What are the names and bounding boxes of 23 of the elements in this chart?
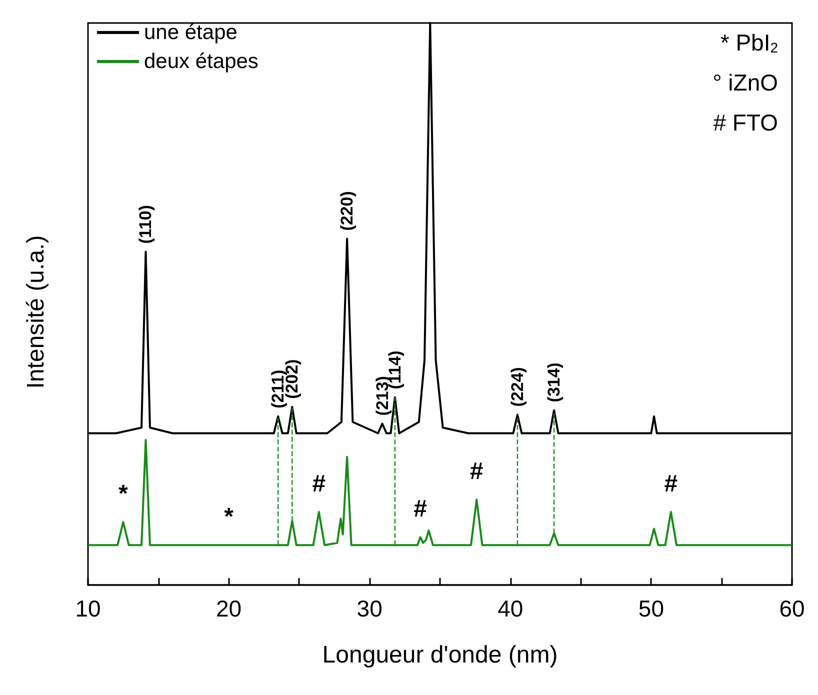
annotation: ° iZnO: [712, 70, 778, 96]
annotation: #: [312, 470, 326, 498]
annotation: (220): [338, 191, 357, 231]
legend-label: deux étapes: [144, 50, 258, 73]
annotation: * PbI2: [720, 30, 778, 56]
annotation: # FTO: [713, 110, 778, 136]
annotation: #: [414, 496, 427, 523]
annotation: (314): [544, 362, 564, 402]
annotation: #: [470, 458, 484, 486]
annotation: *: [224, 504, 234, 531]
x-tick-label: 40: [498, 596, 524, 622]
x-tick-label: 50: [638, 596, 664, 622]
annotation: *: [118, 480, 129, 508]
x-tick-label: 10: [75, 596, 101, 622]
annotation: (224): [508, 367, 527, 407]
annotation: #: [664, 470, 678, 498]
annotation: (110): [136, 204, 156, 244]
y-axis-title: Intensité (u.a.): [22, 235, 50, 389]
x-axis-title: Longueur d'onde (nm): [322, 642, 558, 668]
x-tick-label: 60: [779, 596, 805, 622]
x-tick-label: 30: [356, 596, 382, 622]
legend-label: une étape: [144, 21, 238, 44]
x-tick-label: 20: [216, 596, 242, 622]
